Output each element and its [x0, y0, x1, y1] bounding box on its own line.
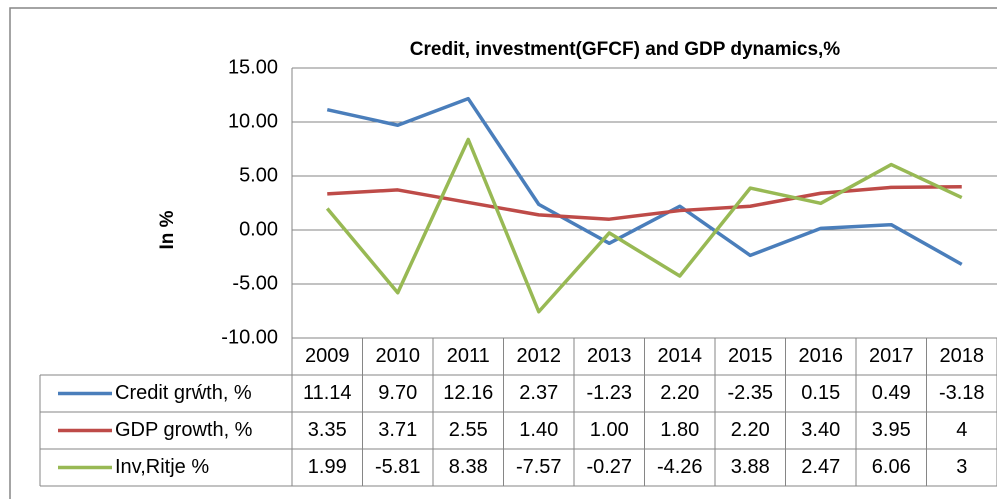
chart-title: Credit, investment(GFCF) and GDP dynamic… [410, 39, 841, 60]
x-tick-label: 2009 [305, 345, 350, 367]
table-value: -7.57 [516, 456, 562, 478]
table-value: 2.47 [801, 456, 840, 478]
x-tick-label: 2017 [869, 345, 914, 367]
y-tick-label: 5.00 [239, 164, 278, 186]
table-value: 2.20 [660, 382, 699, 404]
table-value: 11.14 [303, 382, 352, 404]
y-tick-label: 15.00 [228, 56, 278, 78]
y-axis-label: In % [157, 210, 178, 249]
table-value: 6.06 [872, 456, 911, 478]
y-tick-label: -5.00 [232, 272, 278, 294]
table-value: 1.99 [308, 456, 347, 478]
table-value: -4.26 [657, 456, 703, 478]
table-value: 2.55 [449, 419, 488, 441]
table-value: -5.81 [375, 456, 421, 478]
legend-label: Credit grẃth, % [115, 382, 252, 404]
x-tick-label: 2016 [799, 345, 844, 367]
x-tick-label: 2014 [658, 345, 703, 367]
legend-label: Inv,Ritje % [115, 456, 209, 478]
y-tick-label: 0.00 [239, 218, 278, 240]
table-value: 3.95 [872, 419, 911, 441]
table-value: -0.27 [586, 456, 632, 478]
table-value: 3.35 [308, 419, 347, 441]
x-tick-label: 2013 [587, 345, 632, 367]
table-value: 1.40 [519, 419, 558, 441]
series-line [325, 137, 963, 314]
table-value: 4 [956, 419, 967, 441]
table-value: 1.00 [590, 419, 629, 441]
table-value: 0.15 [801, 382, 840, 404]
x-tick-label: 2015 [728, 345, 773, 367]
table-value: -3.18 [939, 382, 985, 404]
x-tick-label: 2010 [376, 345, 421, 367]
table-value: -2.35 [727, 382, 773, 404]
table-value: 12.16 [443, 382, 493, 404]
table-value: 0.49 [872, 382, 911, 404]
table-value: 3.40 [801, 419, 840, 441]
series-line [326, 96, 963, 266]
table-value: 2.20 [731, 419, 770, 441]
x-tick-label: 2012 [517, 345, 562, 367]
series-line [327, 185, 962, 221]
y-tick-label: 10.00 [228, 110, 278, 132]
y-tick-label: -10.00 [221, 326, 278, 348]
table-value: 3 [956, 456, 967, 478]
table-value: 2.37 [519, 382, 558, 404]
table-value: 3.71 [378, 419, 417, 441]
table-value: -1.23 [586, 382, 632, 404]
x-tick-label: 2018 [940, 345, 985, 367]
legend-label: GDP growth, % [115, 419, 253, 441]
x-tick-label: 2011 [447, 345, 490, 367]
table-value: 3.88 [731, 456, 770, 478]
table-value: 1.80 [660, 419, 699, 441]
table-value: 8.38 [449, 456, 488, 478]
table-value: 9.70 [378, 382, 417, 404]
